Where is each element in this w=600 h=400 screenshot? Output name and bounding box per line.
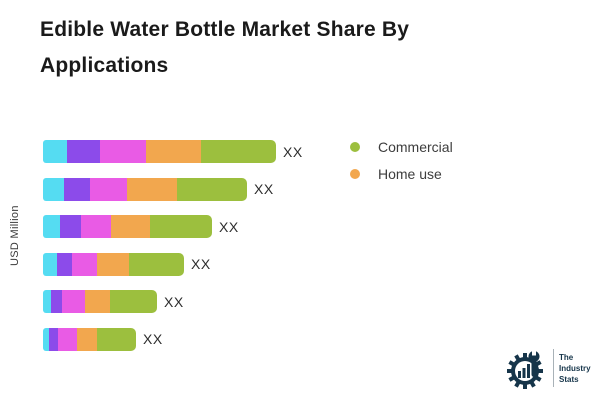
bar-row: XX [43,252,303,276]
home-use-swatch-icon [350,168,360,179]
bar-segment-segment-magenta [100,140,146,163]
bar-segment-segment-magenta [58,327,77,351]
logo-divider [553,349,554,387]
stacked-bar [43,140,276,163]
bar-segment-segment-magenta [62,290,85,313]
logo-text: The Industry Stats [559,352,591,385]
stacked-bar [43,252,184,276]
bar-segment-segment-cyan [43,290,51,313]
bar-row: XX [43,215,303,238]
bar-segment-segment-cyan [43,215,60,238]
bar-row: XX [43,327,303,351]
bar-segment-segment-cyan [43,140,67,163]
bar-row: XX [43,290,303,313]
stacked-bar [43,177,247,201]
logo-line-3: Stats [559,374,579,384]
bar-segment-home-use [127,177,177,201]
stacked-bar [43,327,136,351]
bar-segment-commercial [177,177,247,201]
bar-segment-segment-purple [60,215,81,238]
bar-value-label: XX [191,256,211,272]
bar-segment-segment-purple [67,140,100,163]
logo-line-1: The [559,352,574,362]
bar-segment-segment-purple [51,290,62,313]
bar-segment-home-use [85,290,110,313]
legend-label-home-use: Home use [378,165,442,182]
bar-value-label: XX [219,218,239,235]
gear-wrench-icon [507,348,543,389]
bar-plot-area: XX XX XX XX XX XX [43,140,303,365]
bar-segment-home-use [77,327,97,351]
bar-segment-home-use [97,252,129,276]
logo-line-2: Industry [559,363,591,373]
bar-segment-segment-magenta [81,215,111,238]
brand-logo: The Industry Stats [506,346,591,390]
bar-value-label: XX [143,331,163,347]
bar-segment-segment-purple [49,327,58,351]
bar-segment-segment-magenta [90,177,127,201]
bar-segment-segment-purple [64,177,90,201]
bar-value-label: XX [254,181,274,197]
bar-segment-commercial [201,140,276,163]
legend: Commercial Home use [350,133,453,187]
bar-segment-home-use [146,140,201,163]
bar-segment-segment-cyan [43,177,64,201]
bar-segment-segment-cyan [43,327,49,351]
bar-segment-commercial [150,215,212,238]
bar-row: XX [43,140,303,163]
bar-value-label: XX [283,143,303,160]
legend-item-home-use: Home use [350,160,453,187]
bar-segment-segment-cyan [43,252,57,276]
bar-segment-commercial [97,327,136,351]
bar-segment-commercial [129,252,184,276]
bar-segment-commercial [110,290,157,313]
commercial-swatch-icon [350,141,360,152]
bar-segment-home-use [111,215,150,238]
stacked-bar [43,290,157,313]
stacked-bar [43,215,212,238]
legend-item-commercial: Commercial [350,133,453,160]
bar-segment-segment-magenta [72,252,97,276]
y-axis-label: USD Million [9,205,21,267]
bar-value-label: XX [164,293,184,310]
bar-row: XX [43,177,303,201]
legend-label-commercial: Commercial [378,138,453,155]
bar-segment-segment-purple [57,252,72,276]
chart-title: Edible Water Bottle Market Share By Appl… [40,18,410,77]
